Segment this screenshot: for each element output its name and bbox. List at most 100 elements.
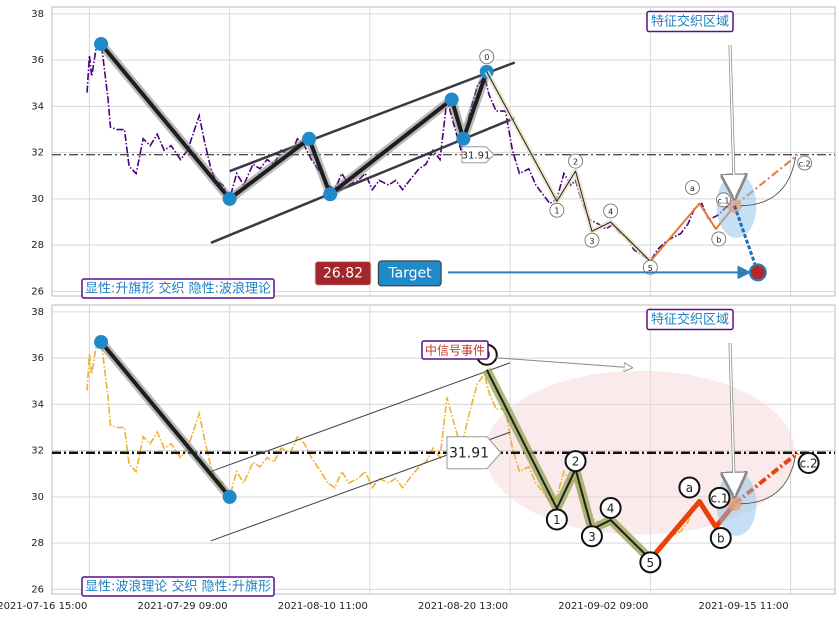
wave-label-circle: [584, 232, 600, 248]
target-value: 26.82: [323, 265, 363, 281]
level-callout: [461, 146, 495, 164]
y-tick-label: 30: [31, 492, 44, 503]
wave-label: 3: [589, 237, 594, 246]
pattern-point: [222, 191, 237, 206]
caption-box: [81, 576, 275, 597]
x-tick-label: 2021-07-16 15:00: [0, 601, 87, 612]
target-label-box: [377, 260, 442, 287]
y-tick-label: 26: [31, 584, 44, 595]
wave-label-circle: [797, 155, 813, 171]
x-tick-label: 2021-08-10 11:00: [278, 601, 368, 612]
wave-label-circle: [545, 508, 568, 531]
x-tick-label: 2021-09-15 11:00: [698, 601, 788, 612]
region-label-box: [646, 308, 734, 331]
level-callout: [446, 436, 502, 470]
pattern-point: [222, 489, 237, 504]
wave-label-circle: [568, 153, 583, 169]
wave-label-circle: [716, 192, 731, 208]
caption: 显性:波浪理论 交织 隐性:升旗形: [85, 579, 271, 595]
wave-label: 5: [648, 264, 653, 273]
pattern-point: [94, 36, 109, 51]
caption: 显性:升旗形 交织 隐性:波浪理论: [85, 281, 271, 297]
wave-label: c.1: [717, 196, 729, 205]
x-tick-label: 2021-07-29 09:00: [138, 601, 228, 612]
wave-line: [485, 369, 652, 561]
wave-label: a: [686, 481, 693, 495]
wave-label-circle: [564, 450, 587, 473]
wave-label: a: [690, 184, 695, 193]
wave-label: c.1: [710, 491, 728, 505]
callout-arrow-inner: [729, 342, 736, 496]
wave-label-circle: [580, 525, 603, 548]
y-tick-label: 36: [31, 353, 44, 364]
wave-label-circle: [709, 526, 732, 549]
channel-line: [229, 61, 516, 173]
zone-core: [727, 496, 742, 511]
event-label-box: [421, 340, 489, 360]
y-tick-label: 32: [31, 148, 44, 159]
wave-label-circle: [797, 451, 820, 474]
target-label: Target: [387, 265, 432, 281]
y-tick-label: 34: [31, 101, 44, 112]
callout-curve: [740, 156, 796, 207]
event-label: 中信号事件: [425, 343, 485, 358]
level-label: 31.91: [449, 446, 489, 462]
wave-label-circle: [599, 497, 622, 520]
pattern-point: [94, 334, 109, 349]
pattern-point: [323, 187, 338, 202]
y-tick-label: 30: [31, 194, 44, 205]
wave-label: 4: [608, 208, 613, 217]
event-arrow: [494, 357, 632, 368]
wave-label-circle: [678, 476, 701, 499]
target-value-box: [314, 260, 372, 286]
region-label-box: [646, 10, 734, 33]
wave-line: [486, 71, 651, 262]
wave-label-circle: [685, 180, 700, 195]
wave-label: 3: [588, 530, 596, 544]
wave-label: c.2: [800, 456, 818, 470]
y-tick-label: 28: [31, 538, 44, 549]
wave-label: 1: [554, 207, 559, 216]
callout-arrow-inner: [729, 44, 736, 198]
wave-label-circle: [479, 49, 495, 65]
region-label: 特征交织区域: [651, 312, 729, 328]
x-tick-label: 2021-09-02 09:00: [558, 601, 648, 612]
target-point: [748, 263, 767, 282]
wave-extension: [733, 154, 799, 207]
plot-frame: [51, 6, 836, 297]
pattern-point: [302, 131, 317, 146]
y-tick-label: 38: [31, 307, 44, 318]
wave-label: b: [716, 235, 721, 244]
pattern-point: [456, 131, 471, 146]
wave-label: b: [717, 531, 725, 545]
y-tick-label: 34: [31, 399, 44, 410]
x-tick-label: 2021-08-20 13:00: [418, 601, 508, 612]
level-label: 31.91: [462, 151, 491, 162]
wave-label-circle: [642, 259, 658, 275]
y-tick-label: 26: [31, 286, 44, 297]
wave-label: 0: [484, 53, 489, 62]
wave-label-circle: [639, 551, 662, 574]
y-tick-label: 32: [31, 446, 44, 457]
wave-extension: [733, 451, 799, 506]
wave-label: 2: [573, 158, 578, 167]
wave-label: 5: [647, 556, 655, 570]
pattern-line: [99, 340, 232, 499]
wave-label-circle: [549, 202, 565, 218]
region-label: 特征交织区域: [651, 14, 729, 30]
channel-line: [210, 362, 511, 472]
wave-label: c.2: [799, 159, 811, 168]
wave-label: 4: [607, 502, 615, 516]
wave-label-circle: [708, 486, 731, 509]
price-line: [86, 337, 696, 561]
y-tick-label: 38: [31, 9, 44, 20]
wave-label: 1: [553, 513, 561, 527]
y-tick-label: 28: [31, 240, 44, 251]
y-tick-label: 36: [31, 55, 44, 66]
wave-label-circle: [603, 203, 619, 219]
pattern-point: [444, 92, 459, 107]
wave-label: 2: [572, 455, 580, 469]
wave-label-circle: [711, 231, 727, 247]
callout-curve: [740, 454, 796, 505]
